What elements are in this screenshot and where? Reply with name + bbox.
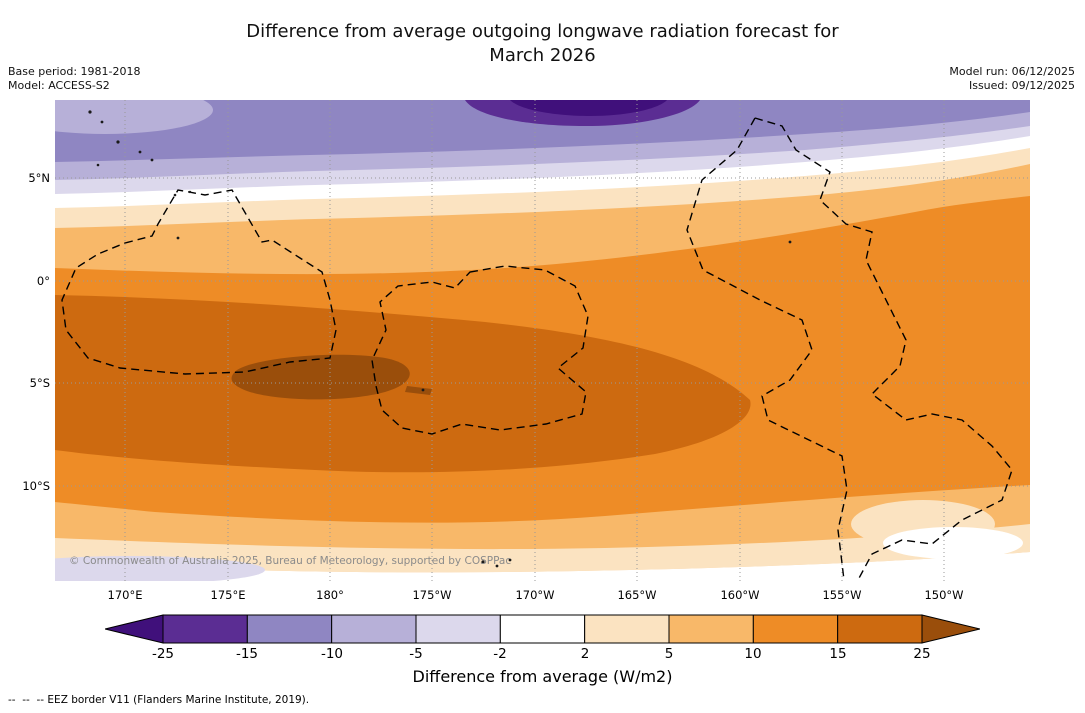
band-cream-south	[55, 524, 1030, 573]
colorbar-seg-6	[584, 614, 670, 644]
colorbar-seg-5	[499, 614, 586, 644]
lon-label-160w: 160°W	[720, 588, 760, 602]
eez-border-central	[371, 265, 589, 435]
lon-label-175e: 175°E	[210, 588, 246, 602]
cbar-tick-pos5: 5	[664, 646, 674, 662]
cbar-tick-neg10: -10	[320, 646, 344, 662]
lon-label-170e: 170°E	[107, 588, 143, 602]
colorbar-seg-1	[162, 614, 248, 644]
cbar-tick-pos25: 25	[913, 646, 931, 662]
band-medium-purple-north	[55, 100, 1030, 162]
issued-label: Issued: 09/12/2025	[968, 79, 1075, 92]
lat-label-5n: 5°N	[28, 171, 50, 185]
lat-label-0: 0°	[36, 274, 50, 288]
lon-label-165w: 165°W	[617, 588, 657, 602]
eez-border-east-left	[686, 117, 848, 581]
band-white-south	[55, 552, 1030, 581]
cbar-tick-neg2: -2	[493, 646, 507, 662]
patch-light-purple-topleft	[55, 100, 213, 134]
map-svg	[55, 100, 1030, 581]
colorbar-right-arrow	[921, 614, 980, 644]
meta-left: Base period: 1981-2018 Model: ACCESS-S2	[8, 65, 140, 93]
meta-right: Model run: 06/12/2025 Issued: 09/12/2025	[949, 65, 1075, 93]
lon-label-155w: 155°W	[822, 588, 862, 602]
page-title: Difference from average outgoing longwav…	[0, 20, 1085, 68]
cbar-tick-pos15: 15	[829, 646, 847, 662]
eez-footnote: -- -- -- EEZ border V11 (Flanders Marine…	[8, 694, 310, 706]
cbar-tick-neg25: -25	[151, 646, 175, 662]
patch-white-southeast	[883, 527, 1023, 559]
lon-label-150w: 150°W	[924, 588, 964, 602]
colorbar-left-arrow	[105, 614, 164, 644]
cbar-tick-pos2: 2	[580, 646, 590, 662]
core-over-25-brown	[231, 354, 410, 400]
colorbar-seg-2	[246, 614, 333, 644]
islands	[88, 110, 792, 568]
colorbar-seg-4	[415, 614, 501, 644]
cbar-tick-pos10: 10	[744, 646, 762, 662]
lon-label-180: 180°	[316, 588, 344, 602]
cbar-tick-neg15: -15	[235, 646, 259, 662]
core-over-25-brown-dash	[405, 386, 432, 395]
eez-borders	[61, 117, 1013, 581]
map-area: © Commonwealth of Australia 2025, Bureau…	[55, 100, 1030, 581]
model-run-label: Model run: 06/12/2025	[949, 65, 1075, 78]
eez-border-west	[61, 189, 337, 375]
page-title-line2: March 2026	[489, 45, 596, 66]
colorbar-label: Difference from average (W/m2)	[412, 667, 673, 686]
map-copyright: © Commonwealth of Australia 2025, Bureau…	[69, 555, 512, 567]
colorbar	[105, 614, 980, 644]
page-title-line1: Difference from average outgoing longwav…	[246, 21, 839, 42]
cbar-tick-neg5: -5	[409, 646, 423, 662]
colorbar-seg-8	[752, 614, 839, 644]
blob-strongest-negative	[510, 100, 667, 116]
model-label: Model: ACCESS-S2	[8, 79, 110, 92]
lon-label-175w: 175°W	[412, 588, 452, 602]
lon-label-170w: 170°W	[515, 588, 555, 602]
lat-label-5s: 5°S	[29, 376, 50, 390]
base-period-label: Base period: 1981-2018	[8, 65, 141, 78]
colorbar-seg-3	[331, 614, 417, 644]
colorbar-seg-9	[837, 614, 923, 644]
patch-lavender-southwest	[55, 556, 265, 581]
lat-label-10s: 10°S	[22, 479, 50, 493]
colorbar-seg-7	[668, 614, 754, 644]
gridlines	[55, 100, 1030, 581]
